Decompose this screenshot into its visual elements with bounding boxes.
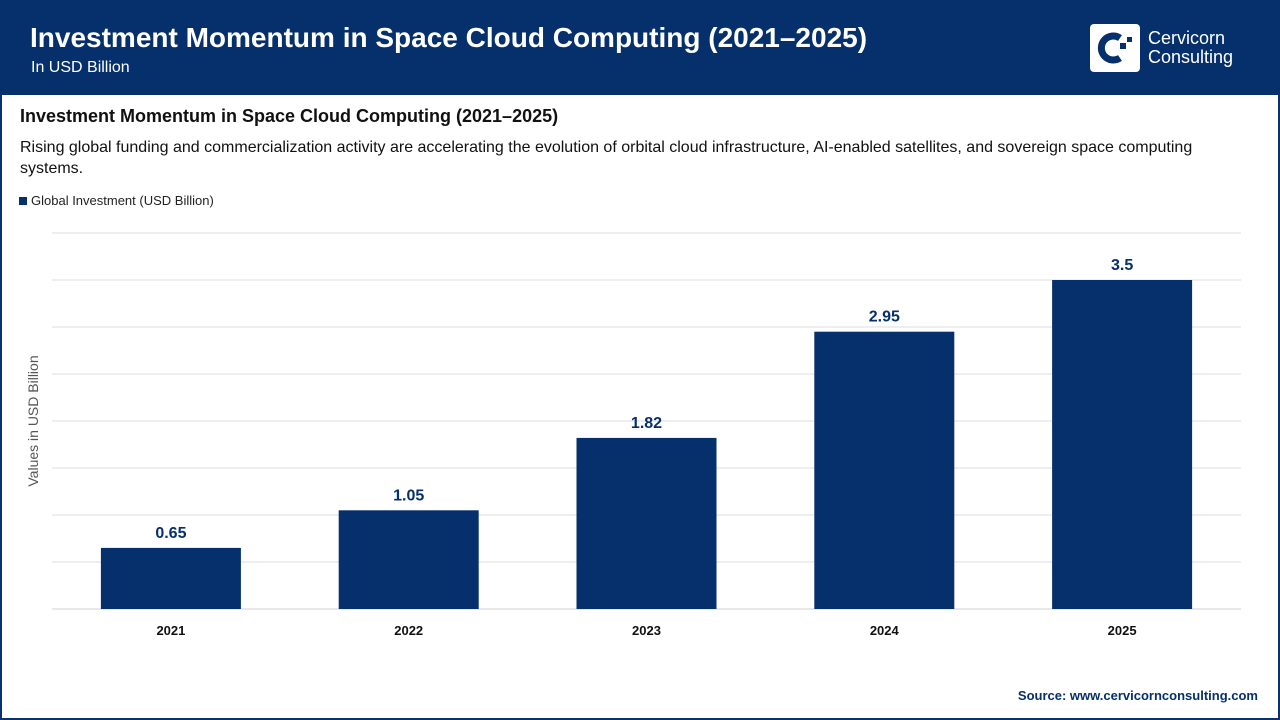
chart-title: Investment Momentum in Space Cloud Compu… — [20, 106, 559, 126]
source-text: Source: www.cervicornconsulting.com — [1017, 688, 1258, 703]
data-label: 2.95 — [869, 309, 900, 326]
bar — [814, 331, 955, 609]
x-tick-label: 2023 — [632, 623, 661, 638]
data-label: 1.82 — [631, 415, 662, 432]
x-tick-label: 2022 — [394, 623, 423, 638]
logo-text-1: Cervicorn — [1148, 28, 1226, 48]
data-label: 3.5 — [1111, 257, 1133, 274]
legend-swatch — [19, 196, 27, 205]
header: Investment Momentum in Space Cloud Compu… — [0, 0, 1280, 95]
chart-description: Rising global funding and commercializat… — [20, 139, 1193, 177]
page-subtitle: In USD Billion — [31, 59, 130, 76]
x-tick-label: 2025 — [1108, 623, 1137, 638]
logo-icon — [1090, 24, 1140, 72]
legend: Global Investment (USD Billion) — [19, 193, 214, 208]
logo-text-2: Consulting — [1148, 47, 1234, 67]
bar — [1052, 280, 1193, 609]
bar — [100, 547, 241, 609]
page-title: Investment Momentum in Space Cloud Compu… — [30, 22, 868, 53]
data-label: 0.65 — [155, 525, 186, 542]
logo: Cervicorn Consulting — [1090, 24, 1233, 72]
bar — [338, 510, 479, 609]
legend-label: Global Investment (USD Billion) — [31, 193, 214, 208]
x-tick-label: 2021 — [156, 623, 185, 638]
x-tick-label: 2024 — [870, 623, 900, 638]
data-label: 1.05 — [393, 487, 424, 504]
bar — [576, 437, 717, 609]
